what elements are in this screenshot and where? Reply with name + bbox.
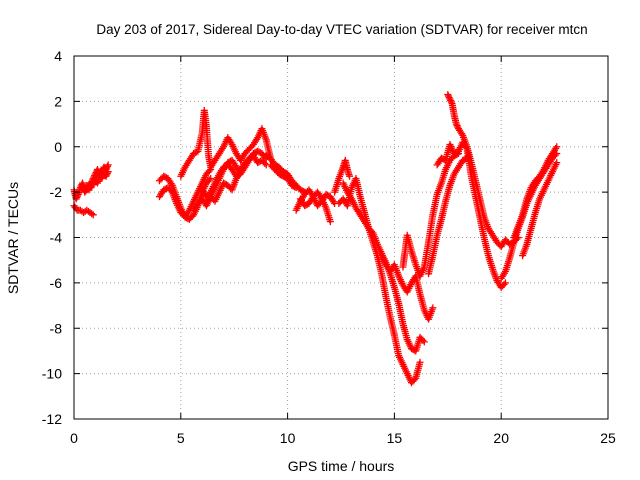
chart-title: Day 203 of 2017, Sidereal Day-to-day VTE… (96, 22, 587, 37)
data-point (104, 161, 112, 169)
y-tick-label: -4 (50, 230, 63, 246)
data-point (241, 159, 249, 167)
data-point (447, 97, 455, 105)
y-tick-label: 0 (54, 139, 62, 155)
y-tick-label: -10 (42, 366, 62, 382)
data-point (205, 167, 213, 175)
data-point (291, 183, 299, 191)
data-point (453, 122, 461, 130)
data-point (103, 162, 111, 170)
y-tick-label: -8 (50, 320, 63, 336)
data-point (207, 175, 215, 183)
data-point (88, 210, 96, 218)
data-point (103, 171, 111, 179)
data-point (90, 173, 98, 181)
data-point (326, 218, 334, 226)
y-tick-label: -6 (50, 275, 63, 291)
x-tick-label: 10 (280, 430, 296, 446)
data-point (261, 159, 269, 167)
x-tick-label: 5 (177, 430, 185, 446)
axis-ticks: 0 5 10 15 20 25 -12 -10 -8 -6 -4 -2 0 2 4 (42, 48, 616, 446)
y-tick-label: -2 (50, 184, 63, 200)
data-point (89, 211, 97, 219)
data-point (446, 95, 454, 103)
y-tick-label: 2 (54, 93, 62, 109)
y-axis-label: SDTVAR / TECUs (5, 182, 21, 294)
data-point (103, 164, 111, 172)
data-point (419, 336, 427, 344)
data-point (501, 279, 509, 287)
x-tick-label: 0 (70, 430, 78, 446)
data-point (553, 159, 561, 167)
data-point (73, 193, 81, 201)
x-axis-label: GPS time / hours (288, 458, 395, 474)
data-point (87, 179, 95, 187)
data-point (553, 143, 561, 151)
data-point (500, 280, 508, 288)
data-points (70, 91, 561, 387)
data-point (98, 175, 106, 183)
data-point (292, 184, 300, 192)
data-point (74, 192, 82, 200)
x-tick-label: 20 (493, 430, 509, 446)
x-tick-label: 25 (600, 430, 616, 446)
x-tick-label: 15 (387, 430, 403, 446)
data-point (447, 98, 455, 106)
data-point (102, 172, 110, 180)
data-point (429, 304, 437, 312)
y-tick-label: 4 (54, 48, 62, 64)
data-point (445, 94, 453, 102)
y-tick-label: -12 (42, 411, 62, 427)
data-point (104, 168, 112, 176)
data-point (103, 169, 111, 177)
data-point (91, 171, 99, 179)
data-point (452, 120, 460, 128)
data-point (444, 91, 452, 99)
data-point (445, 92, 453, 100)
data-point (346, 172, 354, 180)
data-point (420, 338, 428, 346)
data-point (416, 358, 424, 366)
